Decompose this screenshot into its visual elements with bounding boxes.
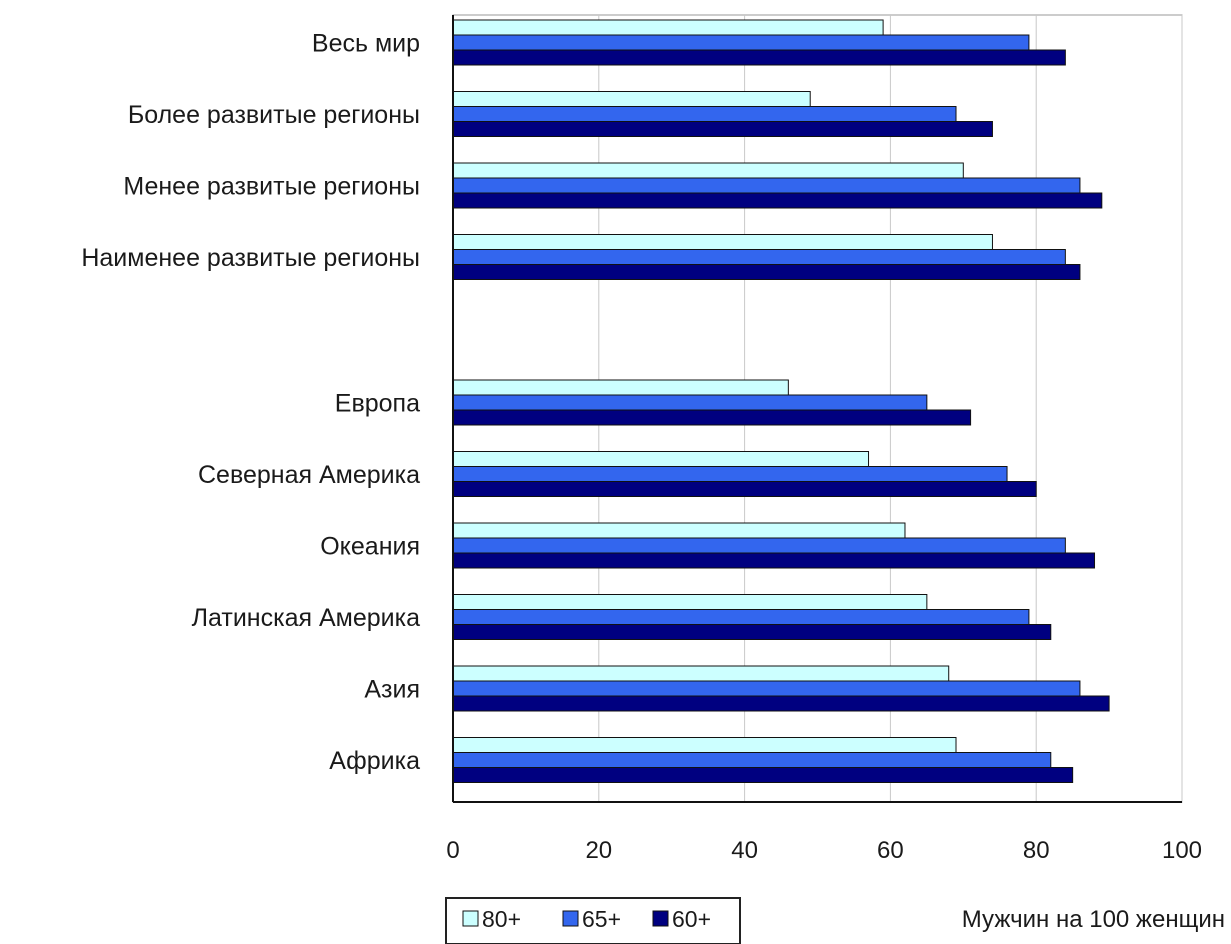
category-label: Северная Америка <box>198 461 420 489</box>
bar-60+ <box>452 49 1066 66</box>
category-label: Весь мир <box>312 30 420 58</box>
x-tick-label: 20 <box>585 837 612 864</box>
legend-label: 60+ <box>672 906 711 932</box>
legend-swatch-80+ <box>462 910 479 927</box>
bar-60+ <box>452 192 1103 209</box>
legend-swatch-60+ <box>652 910 669 927</box>
bar-65+ <box>452 680 1081 697</box>
category-label: Европа <box>335 390 420 418</box>
axes <box>452 15 1182 803</box>
bar-60+ <box>452 481 1037 497</box>
bar-80+ <box>452 91 811 107</box>
bar-65+ <box>452 466 1008 482</box>
bar-65+ <box>452 249 1066 265</box>
category-labels: Весь мир Более развитые регионы Менее разв… <box>81 30 420 776</box>
bar-80+ <box>452 451 870 467</box>
category-label: Океания <box>320 533 420 561</box>
x-tick-label: 40 <box>731 837 758 864</box>
category-label: Азия <box>364 676 420 704</box>
category-label: Менее развитые регионы <box>123 173 420 201</box>
x-tick-label: 80 <box>1023 837 1050 864</box>
bar-60+ <box>452 624 1052 640</box>
bar-80+ <box>452 379 789 396</box>
bar-80+ <box>452 594 928 610</box>
bar-80+ <box>452 19 884 36</box>
bar-60+ <box>452 695 1110 712</box>
bar-60+ <box>452 264 1081 280</box>
x-tick-labels: 0 20 40 60 80 100 <box>446 837 1202 864</box>
bar-60+ <box>452 767 1074 783</box>
bar-60+ <box>452 121 993 137</box>
bar-65+ <box>452 394 928 411</box>
x-axis-title: Мужчин на 100 женщин <box>962 906 1225 933</box>
bar-80+ <box>452 234 993 250</box>
bar-60+ <box>452 552 1096 569</box>
bar-65+ <box>452 34 1030 51</box>
category-label: Более развитые регионы <box>128 101 420 129</box>
category-label: Наименее развитые регионы <box>81 244 420 272</box>
bar-80+ <box>452 665 950 682</box>
legend: 80+ 65+ 60+ <box>445 897 741 944</box>
legend-swatch-65+ <box>562 910 579 927</box>
x-tick-label: 60 <box>877 837 904 864</box>
bar-65+ <box>452 609 1030 625</box>
bar-80+ <box>452 522 906 539</box>
bar-65+ <box>452 177 1081 194</box>
bar-65+ <box>452 752 1052 768</box>
legend-label: 65+ <box>582 906 621 932</box>
bar-65+ <box>452 537 1066 554</box>
x-tick-label: 100 <box>1162 837 1202 864</box>
legend-label: 80+ <box>482 906 521 932</box>
category-label: Латинская Америка <box>192 604 420 632</box>
bar-80+ <box>452 737 957 753</box>
x-tick-label: 0 <box>446 837 459 864</box>
bar-60+ <box>452 409 972 426</box>
bars <box>452 19 1110 783</box>
category-label: Африка <box>329 747 420 775</box>
bar-80+ <box>452 162 964 179</box>
bar-65+ <box>452 106 957 122</box>
legend-box <box>445 897 741 944</box>
